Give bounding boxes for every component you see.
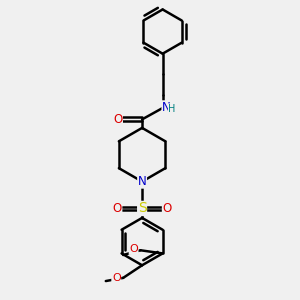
Text: S: S <box>138 201 146 215</box>
Text: O: O <box>129 244 138 254</box>
Text: O: O <box>112 202 122 215</box>
Text: N: N <box>162 101 171 114</box>
Text: N: N <box>138 175 146 188</box>
Text: H: H <box>168 104 176 114</box>
Text: O: O <box>113 113 122 126</box>
Text: O: O <box>162 202 172 215</box>
Text: O: O <box>112 273 121 283</box>
